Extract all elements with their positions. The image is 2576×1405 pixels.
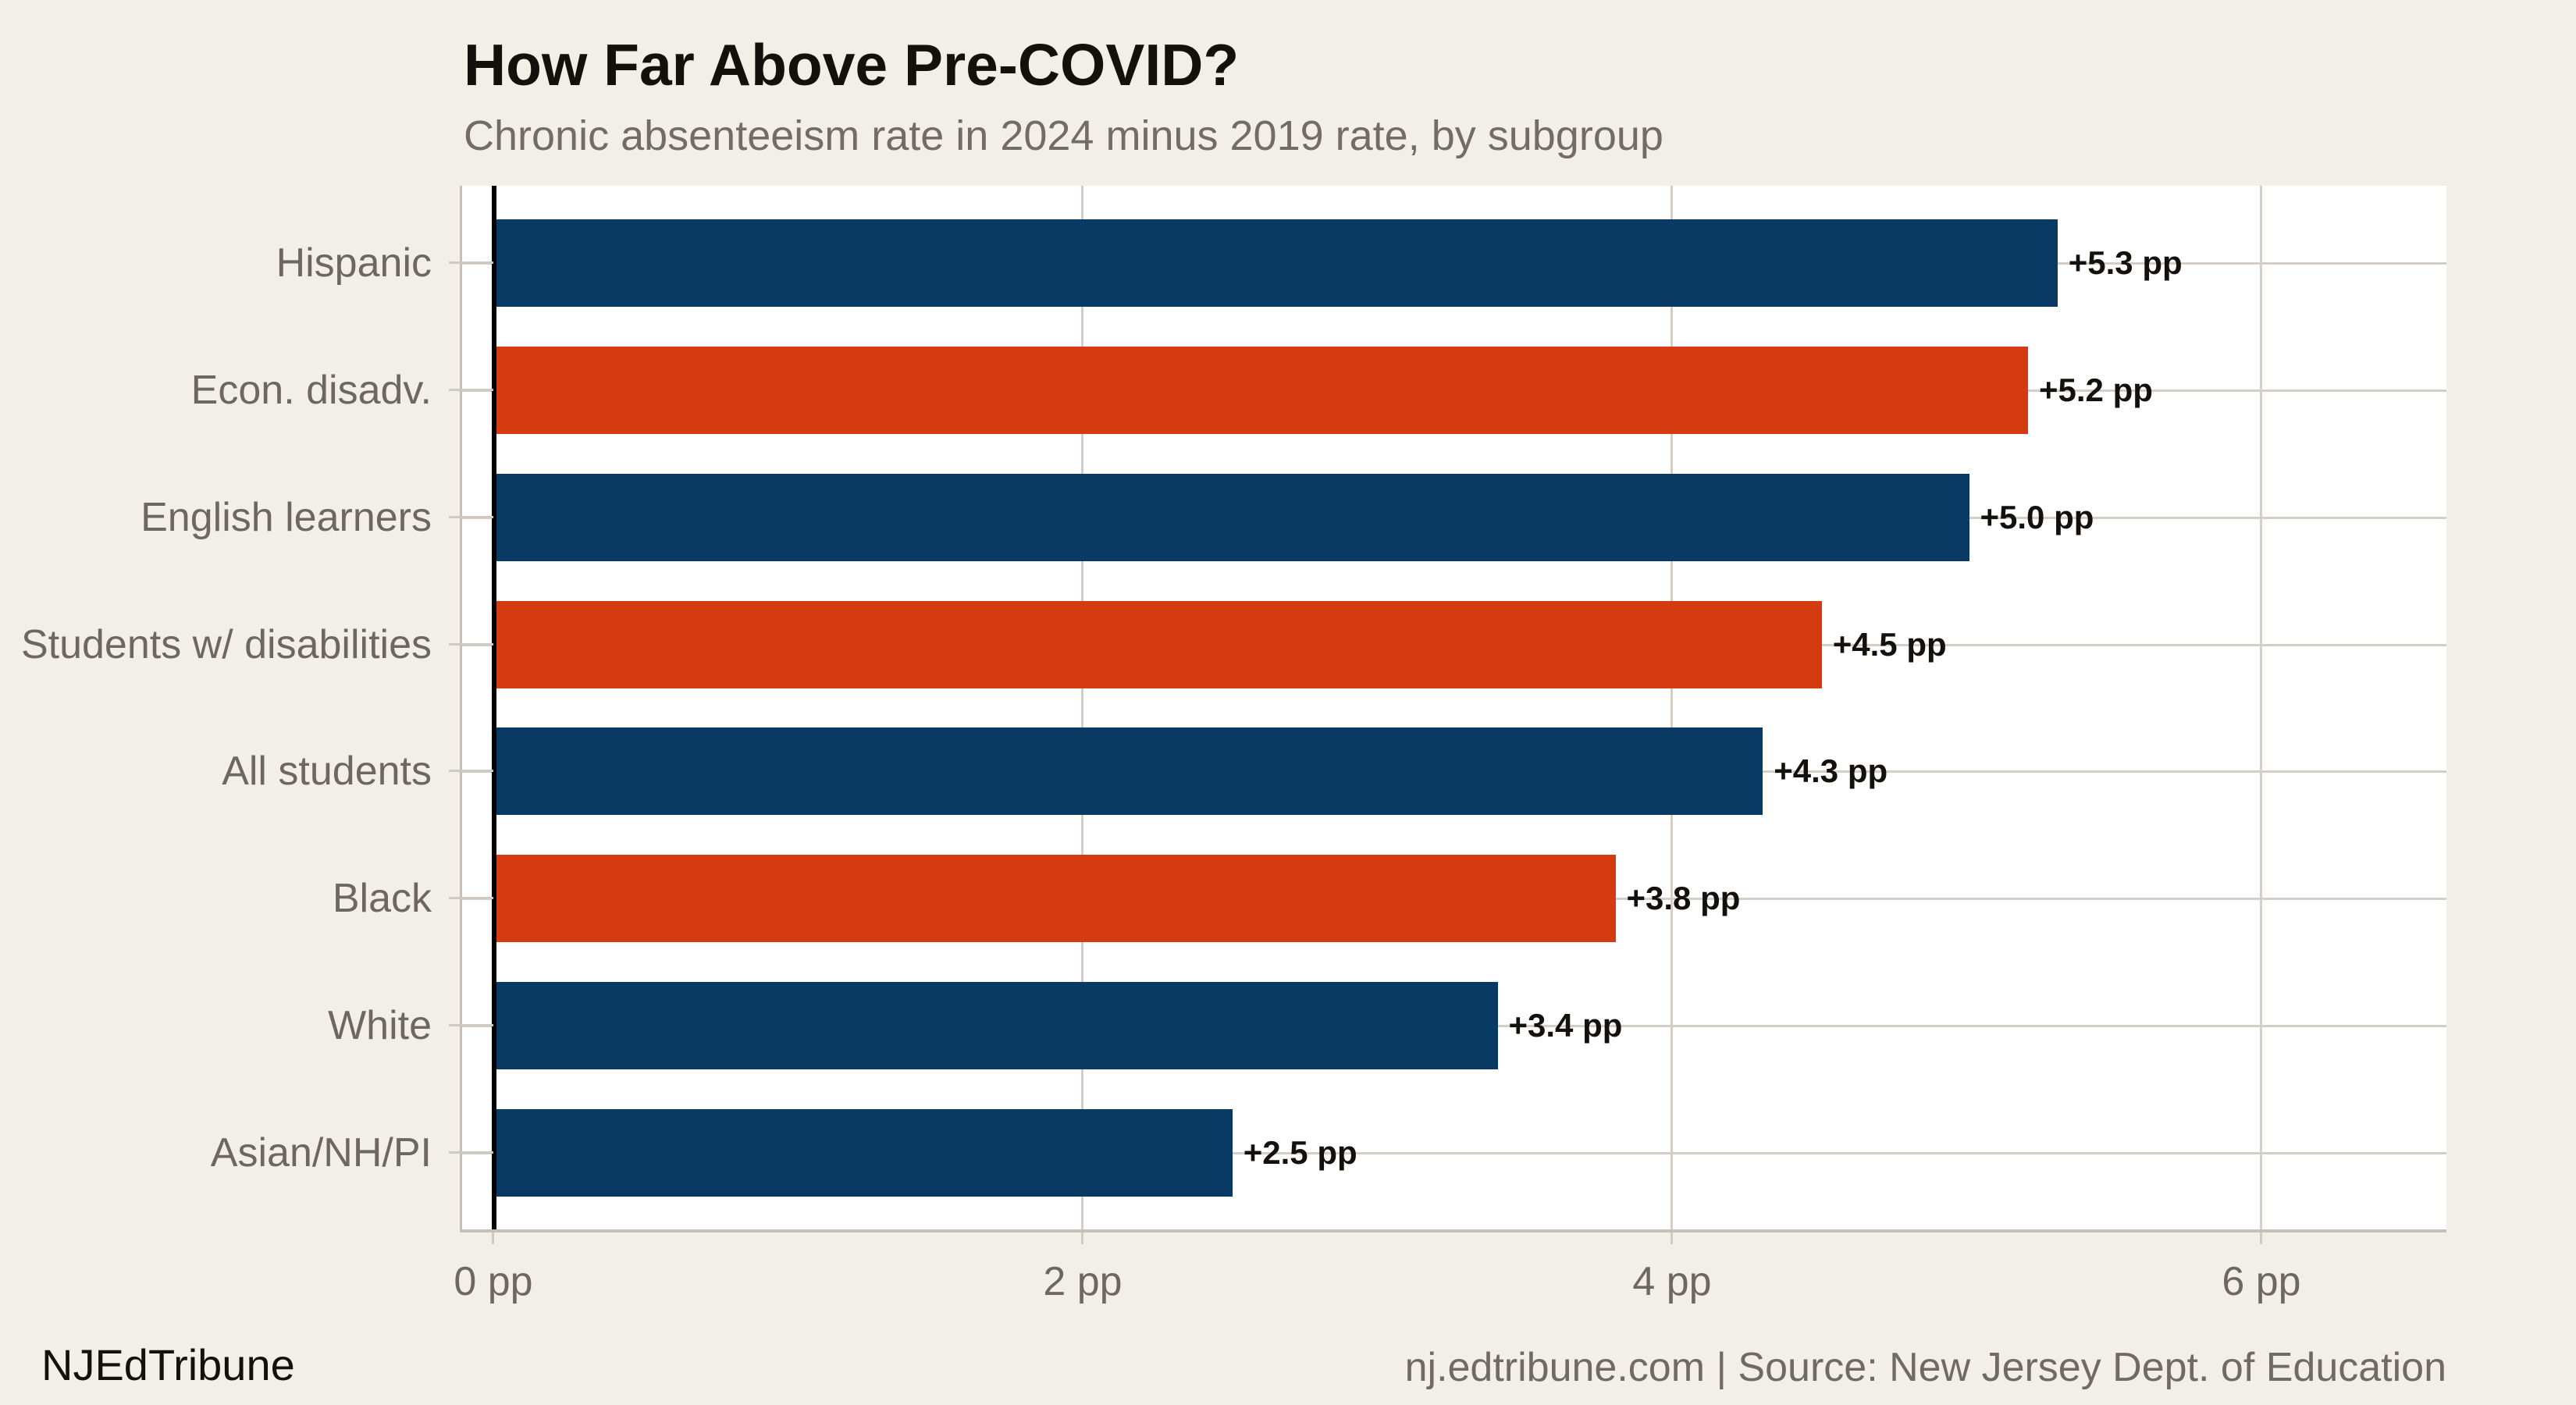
- bar: [496, 727, 1763, 816]
- value-label: +3.8 pp: [1626, 880, 1741, 917]
- bar: [496, 982, 1498, 1070]
- value-label: +5.3 pp: [2068, 244, 2183, 281]
- value-label: +3.4 pp: [1508, 1007, 1623, 1044]
- x-tick-label: 2 pp: [1043, 1259, 1123, 1304]
- y-axis-tick: [449, 642, 493, 646]
- category-label: White: [328, 1003, 432, 1049]
- bar: [496, 346, 2028, 434]
- y-axis-tick: [449, 897, 493, 900]
- x-axis-tick: [1670, 1232, 1673, 1244]
- category-label: English learners: [141, 494, 432, 540]
- value-label: +2.5 pp: [1243, 1133, 1357, 1171]
- x-axis-tick: [2260, 1232, 2262, 1244]
- y-axis-tick: [449, 388, 493, 391]
- y-axis-tick: [449, 1151, 493, 1154]
- category-label: Asian/NH/PI: [210, 1129, 432, 1176]
- chart-subtitle: Chronic absenteeism rate in 2024 minus 2…: [464, 112, 1663, 159]
- bar: [496, 600, 1822, 688]
- bar: [496, 473, 1969, 561]
- gridline-horizontal: [462, 1151, 2446, 1154]
- x-tick-label: 4 pp: [1632, 1259, 1712, 1304]
- y-axis-tick: [449, 261, 493, 264]
- category-label: Econ. disadv.: [190, 367, 432, 413]
- y-axis-tick: [449, 770, 493, 773]
- x-axis-tick: [492, 1232, 494, 1244]
- brand-footer: NJEdTribune: [41, 1340, 295, 1389]
- value-label: +5.0 pp: [1980, 498, 2094, 535]
- x-tick-label: 0 pp: [454, 1259, 533, 1304]
- value-label: +4.5 pp: [1832, 625, 1947, 663]
- category-label: All students: [222, 749, 432, 795]
- x-tick-label: 6 pp: [2222, 1259, 2301, 1304]
- y-axis-tick: [449, 1024, 493, 1027]
- y-axis-tick: [449, 515, 493, 518]
- category-label: Black: [332, 876, 432, 922]
- value-label: +4.3 pp: [1774, 752, 1888, 790]
- source-footer: nj.edtribune.com | Source: New Jersey De…: [1404, 1345, 2446, 1390]
- bar: [496, 855, 1616, 943]
- value-label: +5.2 pp: [2039, 371, 2153, 408]
- chart-title: How Far Above Pre-COVID?: [464, 32, 1240, 98]
- category-label: Students w/ disabilities: [20, 621, 432, 667]
- plot-area: +5.3 pp +5.2 pp +5.0 pp +4.5 pp +4.3 pp +3.8 …: [460, 186, 2446, 1232]
- category-label: Hispanic: [276, 240, 432, 286]
- gridline-vertical: [2260, 186, 2262, 1229]
- bar: [496, 1108, 1233, 1197]
- bar: [496, 219, 2058, 307]
- gridline-vertical: [1670, 186, 1673, 1229]
- gridline-vertical: [1081, 186, 1083, 1229]
- x-axis-tick: [1081, 1232, 1083, 1244]
- zero-baseline: [492, 186, 496, 1229]
